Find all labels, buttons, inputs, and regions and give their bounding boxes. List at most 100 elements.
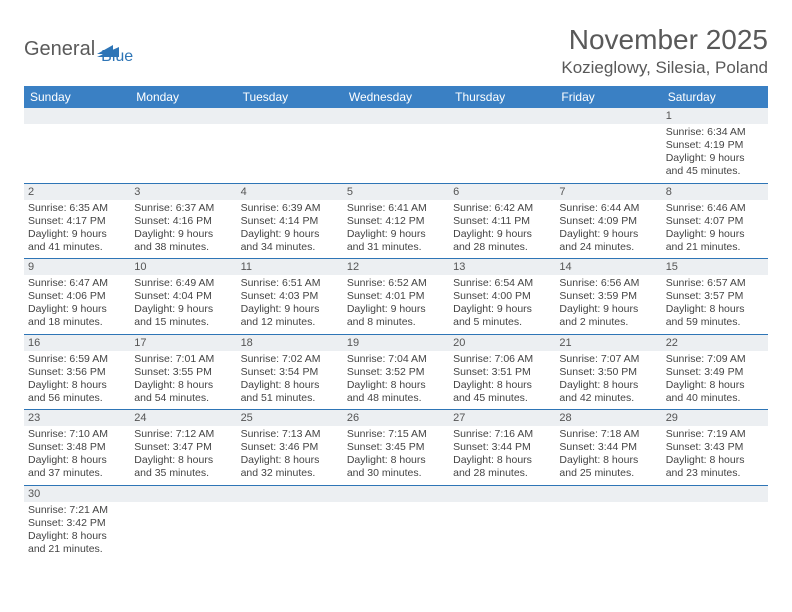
- day-cell: [130, 486, 236, 561]
- day-number: [237, 486, 343, 502]
- daylight: Daylight: 8 hours and 40 minutes.: [666, 379, 764, 405]
- weekday-label: Friday: [555, 86, 661, 108]
- day-body: Sunrise: 7:19 AMSunset: 3:43 PMDaylight:…: [662, 426, 768, 485]
- daylight: Daylight: 9 hours and 12 minutes.: [241, 303, 339, 329]
- sunrise: Sunrise: 7:16 AM: [453, 428, 551, 441]
- sunrise: Sunrise: 6:46 AM: [666, 202, 764, 215]
- weekday-label: Saturday: [662, 86, 768, 108]
- sunrise: Sunrise: 7:01 AM: [134, 353, 232, 366]
- sunrise: Sunrise: 6:42 AM: [453, 202, 551, 215]
- sunrise: Sunrise: 7:06 AM: [453, 353, 551, 366]
- day-cell: 12 Sunrise: 6:52 AMSunset: 4:01 PMDayligh…: [343, 259, 449, 334]
- sunset: Sunset: 4:03 PM: [241, 290, 339, 303]
- sunrise: Sunrise: 6:44 AM: [559, 202, 657, 215]
- day-cell: 22Sunrise: 7:09 AMSunset: 3:49 PMDayligh…: [662, 335, 768, 410]
- day-cell: [24, 108, 130, 183]
- day-number: 16: [24, 335, 130, 351]
- day-cell: [555, 486, 661, 561]
- sunrise: Sunrise: 6:41 AM: [347, 202, 445, 215]
- day-cell: 6Sunrise: 6:42 AMSunset: 4:11 PMDaylight…: [449, 184, 555, 259]
- day-number: 10: [130, 259, 236, 275]
- sunset: Sunset: 4:17 PM: [28, 215, 126, 228]
- daylight: Daylight: 8 hours and 45 minutes.: [453, 379, 551, 405]
- daylight: Daylight: 9 hours and 45 minutes.: [666, 152, 764, 178]
- day-body: Sunrise: 6:37 AMSunset: 4:16 PMDaylight:…: [130, 200, 236, 259]
- day-number: 27: [449, 410, 555, 426]
- daylight: Daylight: 9 hours and 21 minutes.: [666, 228, 764, 254]
- day-body: Sunrise: 6:39 AMSunset: 4:14 PMDaylight:…: [237, 200, 343, 259]
- day-number: 26: [343, 410, 449, 426]
- day-cell: [555, 108, 661, 183]
- day-cell: 29Sunrise: 7:19 AMSunset: 3:43 PMDayligh…: [662, 410, 768, 485]
- daylight: Daylight: 8 hours and 48 minutes.: [347, 379, 445, 405]
- logo-part1: General: [24, 38, 95, 61]
- sunrise: Sunrise: 7:21 AM: [28, 504, 126, 517]
- daylight: Daylight: 8 hours and 51 minutes.: [241, 379, 339, 405]
- day-cell: [343, 108, 449, 183]
- daylight: Daylight: 8 hours and 56 minutes.: [28, 379, 126, 405]
- daylight: Daylight: 9 hours and 8 minutes.: [347, 303, 445, 329]
- daylight: Daylight: 8 hours and 21 minutes.: [28, 530, 126, 556]
- sunrise: Sunrise: 7:12 AM: [134, 428, 232, 441]
- day-cell: 11Sunrise: 6:51 AMSunset: 4:03 PMDayligh…: [237, 259, 343, 334]
- sunset: Sunset: 3:42 PM: [28, 517, 126, 530]
- sunset: Sunset: 4:19 PM: [666, 139, 764, 152]
- sunrise: Sunrise: 7:15 AM: [347, 428, 445, 441]
- sunset: Sunset: 4:01 PM: [347, 290, 445, 303]
- day-body: Sunrise: 7:04 AMSunset: 3:52 PMDaylight:…: [343, 351, 449, 410]
- day-body: Sunrise: 7:02 AMSunset: 3:54 PMDaylight:…: [237, 351, 343, 410]
- location: Kozieglowy, Silesia, Poland: [561, 58, 768, 78]
- day-number: 24: [130, 410, 236, 426]
- daylight: Daylight: 9 hours and 18 minutes.: [28, 303, 126, 329]
- day-number: [130, 108, 236, 124]
- sunset: Sunset: 4:11 PM: [453, 215, 551, 228]
- sunrise: Sunrise: 7:07 AM: [559, 353, 657, 366]
- weeks-container: 1Sunrise: 6:34 AMSunset: 4:19 PMDaylight…: [24, 108, 768, 560]
- day-body: Sunrise: 7:01 AMSunset: 3:55 PMDaylight:…: [130, 351, 236, 410]
- day-number: 23: [24, 410, 130, 426]
- sunset: Sunset: 3:50 PM: [559, 366, 657, 379]
- daylight: Daylight: 9 hours and 15 minutes.: [134, 303, 232, 329]
- day-cell: 10Sunrise: 6:49 AMSunset: 4:04 PMDayligh…: [130, 259, 236, 334]
- week-row: 1Sunrise: 6:34 AMSunset: 4:19 PMDaylight…: [24, 108, 768, 184]
- daylight: Daylight: 9 hours and 34 minutes.: [241, 228, 339, 254]
- day-number: 9: [24, 259, 130, 275]
- title-block: November 2025 Kozieglowy, Silesia, Polan…: [561, 24, 768, 78]
- day-cell: [237, 486, 343, 561]
- sunset: Sunset: 4:16 PM: [134, 215, 232, 228]
- day-body: Sunrise: 6:59 AMSunset: 3:56 PMDaylight:…: [24, 351, 130, 410]
- day-number: 2: [24, 184, 130, 200]
- sunrise: Sunrise: 7:18 AM: [559, 428, 657, 441]
- day-number: 20: [449, 335, 555, 351]
- day-body: Sunrise: 6:57 AMSunset: 3:57 PMDaylight:…: [662, 275, 768, 334]
- sunset: Sunset: 3:51 PM: [453, 366, 551, 379]
- day-number: 15: [662, 259, 768, 275]
- day-number: 5: [343, 184, 449, 200]
- sunset: Sunset: 4:00 PM: [453, 290, 551, 303]
- day-number: 25: [237, 410, 343, 426]
- day-cell: 26Sunrise: 7:15 AMSunset: 3:45 PMDayligh…: [343, 410, 449, 485]
- weekday-label: Sunday: [24, 86, 130, 108]
- day-body: Sunrise: 7:10 AMSunset: 3:48 PMDaylight:…: [24, 426, 130, 485]
- sunrise: Sunrise: 6:52 AM: [347, 277, 445, 290]
- day-number: 13: [449, 259, 555, 275]
- sunset: Sunset: 3:47 PM: [134, 441, 232, 454]
- week-row: 9Sunrise: 6:47 AMSunset: 4:06 PMDaylight…: [24, 259, 768, 335]
- day-cell: 25Sunrise: 7:13 AMSunset: 3:46 PMDayligh…: [237, 410, 343, 485]
- day-number: [237, 108, 343, 124]
- daylight: Daylight: 8 hours and 37 minutes.: [28, 454, 126, 480]
- day-cell: 2Sunrise: 6:35 AMSunset: 4:17 PMDaylight…: [24, 184, 130, 259]
- day-number: 12: [343, 259, 449, 275]
- day-cell: 20 Sunrise: 7:06 AMSunset: 3:51 PMDayligh…: [449, 335, 555, 410]
- daylight: Daylight: 8 hours and 28 minutes.: [453, 454, 551, 480]
- sunset: Sunset: 3:59 PM: [559, 290, 657, 303]
- day-cell: 9Sunrise: 6:47 AMSunset: 4:06 PMDaylight…: [24, 259, 130, 334]
- week-row: 16Sunrise: 6:59 AMSunset: 3:56 PMDayligh…: [24, 335, 768, 411]
- day-number: 4: [237, 184, 343, 200]
- day-cell: 1Sunrise: 6:34 AMSunset: 4:19 PMDaylight…: [662, 108, 768, 183]
- sunset: Sunset: 3:44 PM: [453, 441, 551, 454]
- day-body: Sunrise: 7:18 AMSunset: 3:44 PMDaylight:…: [555, 426, 661, 485]
- sunset: Sunset: 3:46 PM: [241, 441, 339, 454]
- sunset: Sunset: 3:55 PM: [134, 366, 232, 379]
- day-cell: 16Sunrise: 6:59 AMSunset: 3:56 PMDayligh…: [24, 335, 130, 410]
